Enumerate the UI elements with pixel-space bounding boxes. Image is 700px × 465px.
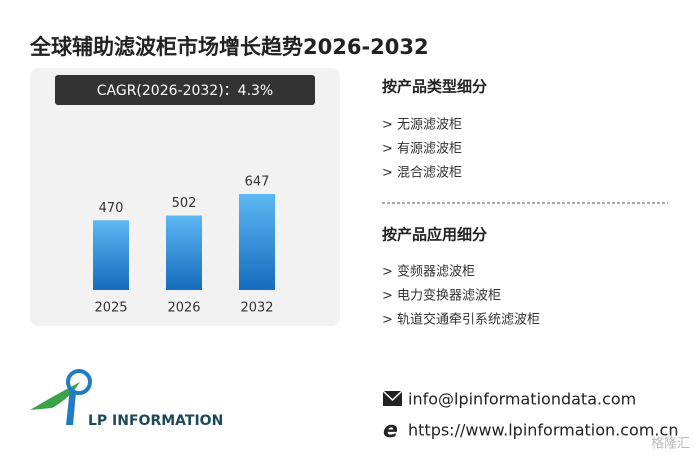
chart-title: 全球辅助滤波柜市场增长趋势2026-2032 [29, 35, 429, 59]
x-tick-label: 2025 [94, 301, 127, 316]
bars: 470 2025 502 2026 647 2032 [93, 175, 275, 316]
segment-title: 按产品应用细分 [382, 226, 487, 244]
cagr-box [55, 75, 315, 105]
segment-title: 按产品类型细分 [382, 78, 487, 96]
website: https://www.lpinformation.com.cn [408, 421, 678, 440]
logo-text: LP INFORMATION [88, 413, 223, 429]
bar [166, 215, 202, 290]
value-label: 470 [99, 201, 124, 216]
bar [239, 194, 275, 290]
segment-item: > 电力变换器滤波柜 [382, 288, 501, 304]
segment-item: > 变频器滤波柜 [382, 264, 475, 280]
segment-item: > 有源滤波柜 [382, 142, 462, 157]
cagr-label: CAGR(2026-2032)：4.3% [97, 83, 273, 99]
segment-item: > 无源滤波柜 [382, 118, 462, 133]
value-label: 647 [245, 175, 270, 190]
segment-item: > 混合滤波柜 [382, 166, 462, 181]
bar [93, 220, 129, 290]
web-icon: e [383, 418, 398, 443]
email: info@lpinformationdata.com [408, 390, 636, 409]
logo-swoosh [30, 382, 80, 410]
logo-ring [66, 369, 92, 395]
x-tick-label: 2026 [167, 301, 200, 316]
logo-stem [66, 388, 76, 425]
value-label: 502 [172, 196, 197, 211]
logo: LP INFORMATION [30, 369, 223, 429]
x-tick-label: 2032 [240, 301, 273, 316]
watermark: 格隆汇 [651, 436, 690, 452]
segment-item: > 轨道交通牵引系统滤波柜 [382, 312, 540, 328]
email-icon [382, 390, 403, 406]
